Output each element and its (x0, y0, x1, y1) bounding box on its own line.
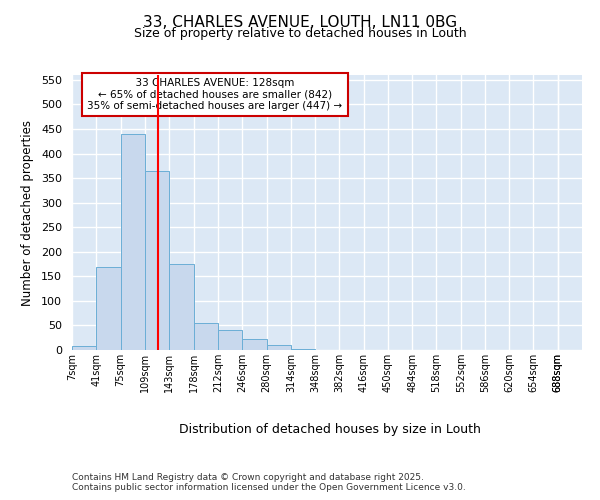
Bar (121, 134, 145, 350)
Y-axis label: Number of detached properties: Number of detached properties (21, 120, 34, 306)
Bar (194, 323, 218, 350)
Text: 33 CHARLES AVENUE: 128sqm  
← 65% of detached houses are smaller (842)
35% of se: 33 CHARLES AVENUE: 128sqm ← 65% of detac… (87, 78, 343, 111)
Text: Distribution of detached houses by size in Louth: Distribution of detached houses by size … (179, 422, 481, 436)
Text: Size of property relative to detached houses in Louth: Size of property relative to detached ho… (134, 28, 466, 40)
Bar (169, 264, 194, 350)
Text: Contains HM Land Registry data © Crown copyright and database right 2025.: Contains HM Land Registry data © Crown c… (72, 472, 424, 482)
Bar (96, 266, 121, 350)
Bar (72, 346, 96, 350)
Bar (267, 345, 291, 350)
Bar (145, 171, 169, 350)
Bar (291, 348, 315, 350)
Bar (242, 339, 267, 350)
Text: 33, CHARLES AVENUE, LOUTH, LN11 0BG: 33, CHARLES AVENUE, LOUTH, LN11 0BG (143, 15, 457, 30)
Bar (218, 330, 242, 350)
Text: Contains public sector information licensed under the Open Government Licence v3: Contains public sector information licen… (72, 482, 466, 492)
